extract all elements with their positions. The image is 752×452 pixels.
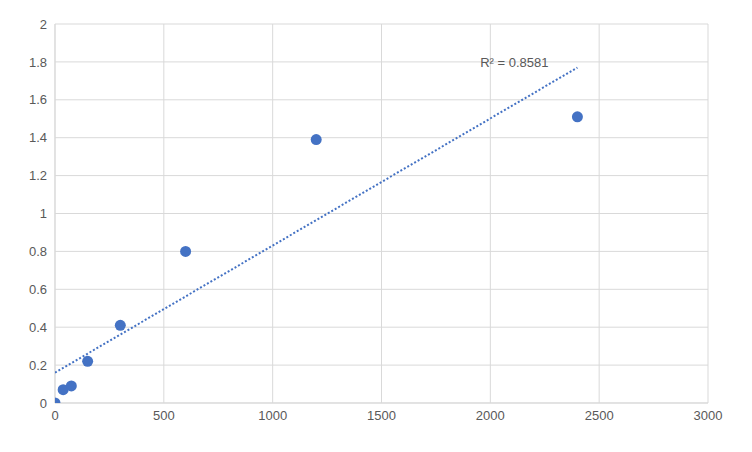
svg-text:1.6: 1.6 [29,92,47,107]
svg-text:R² = 0.8581: R² = 0.8581 [480,55,548,70]
svg-text:0.6: 0.6 [29,282,47,297]
svg-text:1000: 1000 [258,408,287,423]
svg-text:0: 0 [40,396,47,411]
svg-text:1.4: 1.4 [29,130,47,145]
svg-text:1500: 1500 [367,408,396,423]
svg-text:2: 2 [40,17,47,32]
svg-text:1: 1 [40,206,47,221]
svg-text:1.2: 1.2 [29,168,47,183]
svg-text:3000: 3000 [694,408,723,423]
svg-text:0.4: 0.4 [29,320,47,335]
svg-text:0: 0 [51,408,58,423]
svg-text:1.8: 1.8 [29,55,47,70]
svg-text:0.8: 0.8 [29,244,47,259]
svg-text:500: 500 [153,408,175,423]
svg-text:2500: 2500 [585,408,614,423]
svg-text:2000: 2000 [476,408,505,423]
svg-text:0.2: 0.2 [29,358,47,373]
